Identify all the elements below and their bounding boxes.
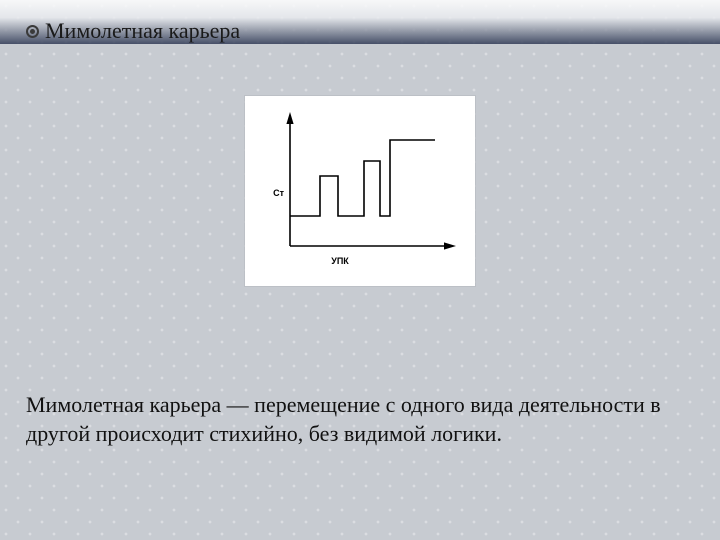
step-chart: Ст УПК [260, 106, 460, 276]
slide-content: Мимолетная карьера Ст УПК [0, 0, 720, 286]
y-axis-label: Ст [273, 188, 284, 198]
slide-body-text: Мимолетная карьера — перемещение с одног… [26, 390, 680, 448]
bullet-icon [26, 25, 39, 38]
x-axis: УПК [290, 242, 456, 266]
data-series-line [290, 140, 435, 216]
slide-title: Мимолетная карьера [45, 18, 240, 44]
y-axis: Ст [273, 112, 294, 246]
x-axis-label: УПК [331, 256, 349, 266]
bullet-title-line: Мимолетная карьера [26, 18, 694, 44]
chart-container: Ст УПК [245, 96, 475, 286]
